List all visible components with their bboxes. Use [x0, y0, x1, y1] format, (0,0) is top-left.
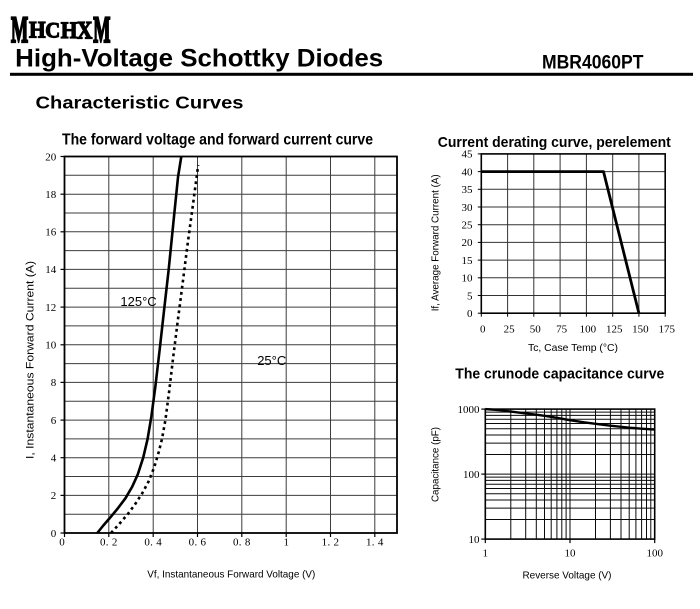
- svg-text:Tc, Case Temp (°C): Tc, Case Temp (°C): [528, 343, 618, 354]
- svg-text:Vf, Instantaneous Forward Volt: Vf, Instantaneous Forward Voltage (V): [147, 568, 315, 580]
- svg-text:30: 30: [462, 202, 474, 214]
- svg-text:25: 25: [504, 324, 516, 336]
- svg-text:4: 4: [51, 453, 57, 465]
- svg-text:5: 5: [467, 290, 473, 302]
- svg-text:1. 2: 1. 2: [322, 537, 340, 549]
- svg-text:50: 50: [530, 324, 542, 336]
- svg-text:Current derating curve, perele: Current derating curve, perelement: [438, 134, 671, 151]
- svg-text:10: 10: [469, 534, 481, 546]
- svg-text:0. 2: 0. 2: [100, 537, 118, 549]
- svg-text:MBR4060PT: MBR4060PT: [542, 52, 644, 73]
- svg-text:15: 15: [462, 255, 474, 267]
- svg-text:H: H: [61, 17, 78, 43]
- svg-text:X: X: [77, 17, 93, 45]
- svg-text:High-Voltage Schottky Diodes: High-Voltage Schottky Diodes: [15, 45, 383, 73]
- svg-text:8: 8: [51, 377, 57, 389]
- svg-text:If, Average Forward Current (A: If, Average Forward Current (A): [431, 174, 442, 311]
- svg-text:1: 1: [283, 537, 289, 549]
- svg-text:175: 175: [658, 324, 675, 336]
- svg-text:0. 8: 0. 8: [233, 537, 251, 549]
- svg-text:45: 45: [462, 149, 474, 161]
- svg-text:H: H: [29, 17, 46, 43]
- svg-text:M: M: [11, 10, 28, 51]
- svg-text:16: 16: [45, 227, 57, 239]
- svg-text:M: M: [93, 10, 110, 51]
- svg-text:C: C: [45, 18, 60, 43]
- svg-text:Capacitance (pF): Capacitance (pF): [431, 427, 442, 502]
- svg-text:0: 0: [51, 528, 57, 540]
- svg-text:35: 35: [462, 184, 474, 196]
- svg-text:150: 150: [632, 324, 649, 336]
- svg-text:25: 25: [462, 220, 474, 232]
- svg-text:18: 18: [45, 189, 57, 201]
- svg-text:0: 0: [480, 324, 486, 336]
- svg-text:100: 100: [463, 469, 480, 481]
- svg-text:20: 20: [462, 237, 474, 249]
- svg-text:10: 10: [462, 273, 474, 285]
- svg-text:The forward voltage and forwar: The forward voltage and forward current …: [62, 131, 373, 148]
- svg-text:12: 12: [45, 302, 56, 314]
- svg-text:Reverse Voltage (V): Reverse Voltage (V): [523, 569, 612, 581]
- svg-text:0. 6: 0. 6: [189, 537, 207, 549]
- svg-text:40: 40: [462, 166, 474, 178]
- svg-text:25°C: 25°C: [257, 353, 286, 368]
- svg-text:Characteristic Curves: Characteristic Curves: [36, 93, 244, 113]
- svg-text:100: 100: [580, 324, 597, 336]
- svg-text:10: 10: [45, 340, 57, 352]
- svg-text:14: 14: [45, 264, 57, 276]
- svg-text:0. 4: 0. 4: [144, 537, 162, 549]
- svg-text:125: 125: [606, 324, 623, 336]
- svg-text:The crunode capacitance curve: The crunode capacitance curve: [455, 365, 664, 382]
- svg-text:1000: 1000: [458, 404, 481, 416]
- svg-text:6: 6: [51, 415, 57, 427]
- svg-text:75: 75: [556, 324, 568, 336]
- svg-text:I, Instantaneous Forward Curre: I, Instantaneous Forward Current (A): [25, 261, 37, 459]
- svg-text:0: 0: [467, 308, 473, 320]
- svg-text:1: 1: [483, 548, 489, 560]
- svg-text:20: 20: [45, 151, 57, 163]
- svg-text:125°C: 125°C: [120, 294, 156, 309]
- svg-text:0: 0: [59, 537, 65, 549]
- svg-text:1. 4: 1. 4: [366, 537, 384, 549]
- svg-text:10: 10: [565, 548, 577, 560]
- svg-text:100: 100: [646, 548, 663, 560]
- svg-text:2: 2: [51, 490, 57, 502]
